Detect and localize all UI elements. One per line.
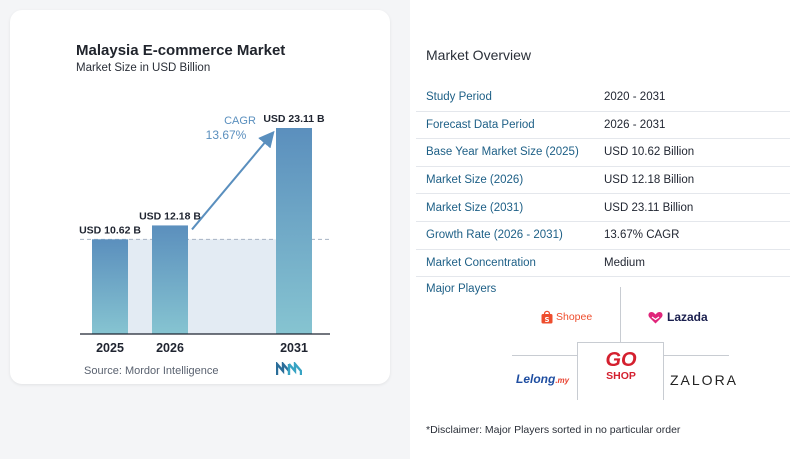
bar-2031 <box>276 128 312 334</box>
row-label: Study Period <box>426 91 492 104</box>
x-tick-2025: 2025 <box>96 341 124 355</box>
lelong-label: Lelong <box>516 372 556 386</box>
cagr-label: CAGR <box>224 115 256 127</box>
x-tick-2026: 2026 <box>156 341 184 355</box>
data-label-2026: USD 12.18 B <box>139 210 201 222</box>
table-row: Growth Rate (2026 - 2031) 13.67% CAGR <box>416 222 790 250</box>
goshop-go-label: GO <box>605 349 637 371</box>
x-tick-2031: 2031 <box>280 341 308 355</box>
data-label-2025: USD 10.62 B <box>79 224 141 236</box>
shopee-label: Shopee <box>556 311 593 323</box>
grid-divider <box>620 287 621 342</box>
row-label: Base Year Market Size (2025) <box>426 146 579 159</box>
table-row: Study Period 2020 - 2031 <box>416 84 790 112</box>
overview-title: Market Overview <box>426 47 532 63</box>
row-label: Growth Rate (2026 - 2031) <box>426 229 563 242</box>
grid-divider <box>663 355 729 356</box>
row-label: Market Size (2026) <box>426 174 524 187</box>
overview-panel: Market Overview Study Period 2020 - 2031… <box>410 0 800 459</box>
lazada-logo: Lazada <box>648 310 708 324</box>
row-label: Forecast Data Period <box>426 118 535 131</box>
cagr-arrow <box>191 130 275 231</box>
base-area <box>128 239 276 334</box>
lazada-heart-icon <box>648 311 663 323</box>
chart-source: Source: Mordor Intelligence <box>84 365 219 377</box>
bar-chart: USD 10.62 B 2025 USD 12.18 B 2026 USD 23.11 … <box>79 113 330 355</box>
row-label: Market Concentration <box>426 256 536 269</box>
goshop-shop-label: SHOP <box>606 370 636 382</box>
table-row: Forecast Data Period 2026 - 2031 <box>416 112 790 140</box>
grid-divider <box>577 342 578 400</box>
table-row: Market Concentration Medium <box>416 250 790 278</box>
table-row: Market Size (2031) USD 23.11 Billion <box>416 194 790 222</box>
data-label-2031: USD 23.11 B <box>263 113 325 125</box>
shopee-bag-icon: S <box>541 310 553 324</box>
chart-subtitle: Market Size in USD Billion <box>76 62 211 74</box>
row-label: Market Size (2031) <box>426 201 524 214</box>
svg-text:S: S <box>544 316 549 324</box>
table-row: Market Size (2026) USD 12.18 Billion <box>416 167 790 195</box>
lazada-label: Lazada <box>667 310 708 324</box>
row-value: USD 23.11 Billion <box>604 201 694 214</box>
bar-2026 <box>152 225 188 334</box>
row-value: USD 10.62 Billion <box>604 146 695 159</box>
grid-divider <box>577 342 663 343</box>
table-row: Base Year Market Size (2025) USD 10.62 B… <box>416 139 790 167</box>
lelong-logo: Lelong.my <box>516 372 569 386</box>
cagr-value: 13.67% <box>206 128 247 142</box>
overview-table: Study Period 2020 - 2031 Forecast Data P… <box>416 84 790 278</box>
grid-divider <box>512 355 577 356</box>
shopee-logo: S Shopee <box>541 310 592 324</box>
row-value: Medium <box>604 256 645 269</box>
goshop-logo: GO SHOP <box>598 350 644 382</box>
major-players-title: Major Players <box>426 283 497 295</box>
grid-divider <box>663 342 664 400</box>
lelong-suffix: .my <box>555 376 570 385</box>
zalora-logo: ZALORA <box>670 372 739 388</box>
row-value: USD 12.18 Billion <box>604 174 695 187</box>
row-value: 13.67% CAGR <box>604 229 680 242</box>
disclaimer: *Disclaimer: Major Players sorted in no … <box>426 424 681 436</box>
bar-2025 <box>92 239 128 334</box>
row-value: 2026 - 2031 <box>604 118 666 131</box>
mordor-logo-icon <box>276 362 302 375</box>
row-value: 2020 - 2031 <box>604 91 666 104</box>
chart-title: Malaysia E-commerce Market <box>76 42 286 59</box>
